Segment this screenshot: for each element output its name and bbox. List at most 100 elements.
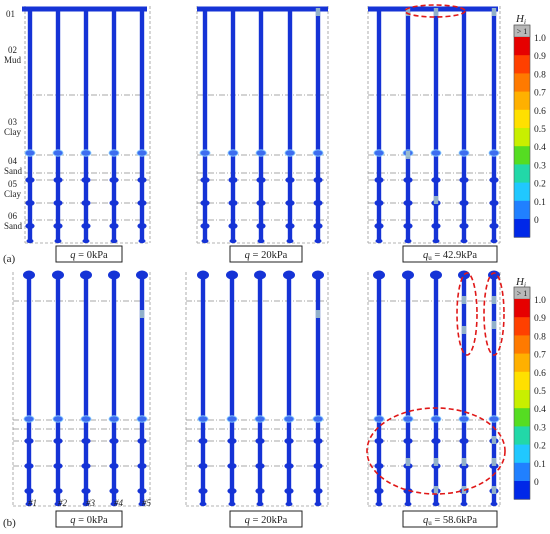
colorbar-cell: [514, 299, 530, 318]
panel-a1: [22, 6, 151, 244]
pile-cap-beam: [368, 6, 498, 12]
pile-joint-sand: [108, 415, 120, 423]
pile-toe: [54, 501, 62, 507]
pile-2: [402, 9, 414, 244]
pile-joint: [374, 200, 384, 206]
pile-joint: [109, 488, 119, 494]
caption-b2-value: = 20kPa: [250, 515, 288, 526]
pile-joint: [489, 177, 499, 183]
panel-b2: [185, 270, 329, 507]
pile-toe: [404, 501, 412, 507]
damage-spot: [315, 310, 321, 318]
pile-joint: [227, 463, 237, 469]
pile-joint: [403, 223, 413, 229]
pile-toe: [490, 238, 498, 244]
colorbar-tick-label: 0.2: [534, 180, 546, 190]
pile-shaft: [83, 9, 89, 241]
pile-shaft: [315, 9, 321, 241]
colorbar-cell: [514, 317, 530, 336]
colorbar-tick-label: 1.0: [534, 34, 546, 44]
colorbar-cell: [514, 481, 530, 500]
pile-joint: [284, 463, 294, 469]
pile-label-3: #3: [86, 498, 96, 508]
colorbar-tick-label: 0: [534, 478, 539, 488]
colorbar-cell: [514, 37, 530, 56]
pile-shaft: [405, 276, 411, 504]
caption-b3-sub: u: [428, 519, 432, 527]
colorbar-tick-label: 0.7: [534, 89, 546, 99]
pile-joint: [109, 200, 119, 206]
pile-shaft: [26, 276, 32, 504]
caption-a3: qu = 42.9kPa: [402, 245, 498, 263]
pile-joint: [374, 488, 384, 494]
colorbar-tick-label: 0.5: [534, 125, 546, 135]
pile-4: [458, 270, 470, 507]
pile-joint-sand: [430, 415, 442, 423]
pile-joint: [137, 438, 147, 444]
pile-head: [430, 270, 442, 280]
pile-shaft: [376, 276, 382, 504]
pile-joint: [53, 438, 63, 444]
pile-joint-sand: [80, 149, 92, 157]
pile-4: [284, 9, 296, 244]
pile-5: [136, 9, 148, 244]
colorbar-cell: [514, 335, 530, 355]
pile-1: [197, 270, 209, 507]
pile-joint: [24, 438, 34, 444]
colorbar-tick-label: 0.6: [534, 107, 546, 117]
caption-a1-value: = 0kPa: [76, 250, 109, 261]
pile-joint-sand: [402, 415, 414, 423]
pile-4: [283, 270, 295, 507]
pile-joint: [109, 223, 119, 229]
layer-05-num: 05: [8, 179, 18, 189]
pile-joint: [137, 177, 147, 183]
colorbar-cell: [514, 109, 530, 129]
damage-spot: [491, 436, 497, 444]
caption-a3-value: = 42.9kPa: [432, 250, 478, 261]
colorbar-cell: [514, 426, 530, 446]
svg-text:qu = 58.6kPa: qu = 58.6kPa: [423, 515, 477, 527]
pile-head: [402, 270, 414, 280]
pile-4: [108, 270, 120, 507]
pile-joint: [227, 438, 237, 444]
pile-joint-sand: [199, 149, 211, 157]
pile-shaft: [230, 9, 236, 241]
pile-head: [458, 270, 470, 280]
pile-shaft: [433, 276, 439, 504]
pile-joint: [81, 488, 91, 494]
pile-joint: [313, 177, 323, 183]
pile-toe: [375, 501, 383, 507]
pile-joint: [284, 438, 294, 444]
caption-b1-value: = 0kPa: [76, 515, 109, 526]
pile-joint: [81, 177, 91, 183]
colorbar-over-label: > 1: [517, 289, 528, 298]
caption-a1: q = 0kPa: [55, 245, 123, 263]
pile-joint-sand: [284, 149, 296, 157]
pile-4: [458, 9, 470, 244]
colorbar-tick-label: 0.4: [534, 405, 546, 415]
pile-toe: [82, 238, 90, 244]
pile-head: [80, 270, 92, 280]
pile-toe: [432, 238, 440, 244]
svg-text:q = 20kPa: q = 20kPa: [245, 250, 288, 261]
highlight-ellipse-bottom: [366, 407, 506, 495]
caption-a2: q = 20kPa: [229, 245, 303, 263]
pile-joint: [81, 200, 91, 206]
panel-a3: [367, 6, 501, 244]
pile-joint: [137, 488, 147, 494]
svg-text:q = 0kPa: q = 0kPa: [70, 250, 108, 261]
pile-joint-sand: [23, 415, 35, 423]
caption-b1: q = 0kPa: [55, 510, 123, 528]
pile-joint: [374, 463, 384, 469]
pile-joint: [109, 438, 119, 444]
pile-joint: [313, 488, 323, 494]
damage-spot: [405, 8, 411, 16]
pile-joint: [227, 488, 237, 494]
colorbar-tick-label: 0.9: [534, 52, 546, 62]
pile-toe: [82, 501, 90, 507]
pile-joint: [81, 463, 91, 469]
pile-toe: [286, 238, 294, 244]
pile-toe: [460, 238, 468, 244]
pile-shaft: [461, 9, 467, 241]
